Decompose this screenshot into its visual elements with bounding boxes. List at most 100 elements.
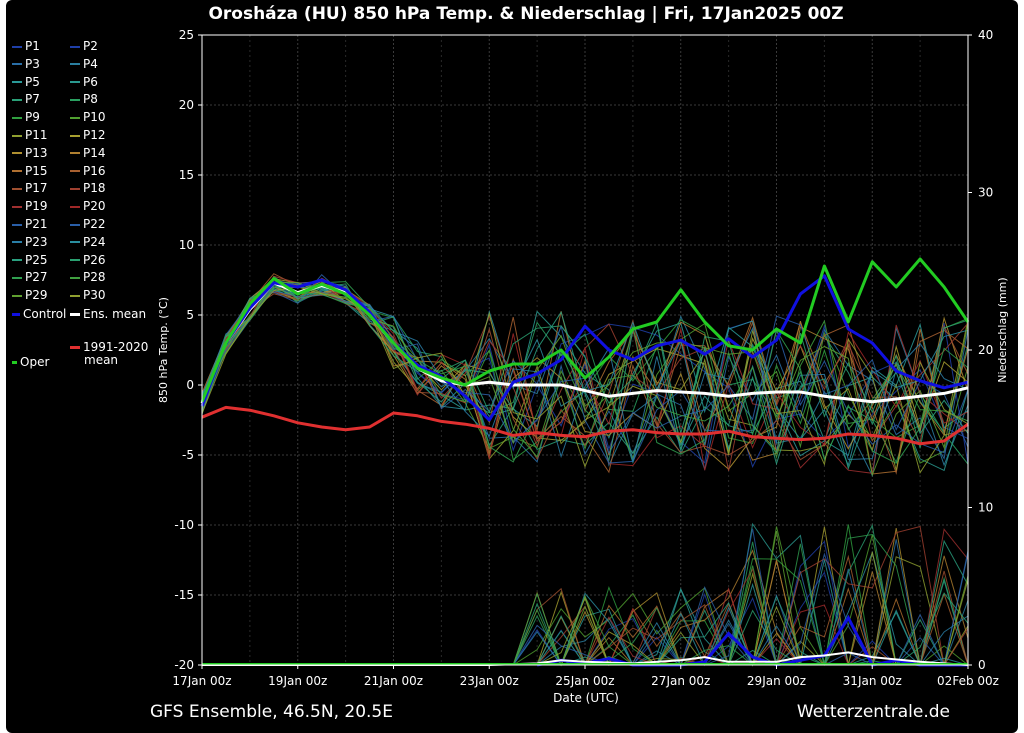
legend-label: P12: [83, 128, 106, 142]
legend-item-p26: P26: [70, 253, 106, 267]
ensemble-member-line: [201, 286, 969, 471]
x-tick-label: 31Jan 00z: [843, 674, 902, 688]
legend-label: P10: [83, 110, 106, 125]
legend-swatch: [12, 241, 22, 244]
legend-swatch: [70, 170, 80, 173]
plot-border: [201, 34, 969, 666]
legend-label: P3: [25, 56, 40, 71]
legend-label: P2: [83, 39, 98, 53]
footer-site: Wetterzentrale.de: [797, 702, 950, 722]
y2-tick-label: 40: [978, 28, 993, 42]
legend-label: P4: [83, 56, 98, 71]
legend-label: P8: [83, 92, 98, 107]
precip-line-control: [536, 614, 968, 667]
legend-item-p16: P16: [70, 164, 106, 178]
legend-item-p18: P18: [70, 181, 106, 195]
y2-tick-label: 0: [978, 658, 986, 672]
legend-item-p3: P3: [12, 57, 40, 71]
legend-swatch: [12, 116, 22, 119]
legend-item-p14: P14: [70, 146, 106, 160]
legend-swatch: [70, 276, 80, 279]
x-tick-label: 29Jan 00z: [747, 674, 806, 688]
legend-swatch: [12, 361, 17, 364]
legend-item-p21: P21: [12, 217, 48, 231]
legend-label: Oper: [20, 355, 50, 369]
legend-label: Control: [23, 307, 67, 321]
legend-item-p25: P25: [12, 253, 48, 267]
legend-item-p1: P1: [12, 39, 40, 53]
legend-swatch: [12, 223, 22, 226]
x-axis-label: Date (UTC): [553, 691, 619, 705]
y-tick-label: 15: [179, 168, 194, 182]
legend-swatch: [12, 81, 22, 84]
x-tick-label: 25Jan 00z: [555, 674, 614, 688]
y-tick-label: 5: [186, 308, 194, 322]
y-tick-label: 10: [179, 238, 194, 252]
legend-swatch: [70, 98, 80, 101]
legend-item-p10: P10: [70, 110, 106, 124]
legend-swatch: [12, 152, 22, 155]
chart-title: Orosháza (HU) 850 hPa Temp. & Niederschl…: [208, 4, 843, 24]
y-tick-label: 25: [179, 28, 194, 42]
legend-label: P18: [83, 181, 106, 196]
legend-item-p6: P6: [70, 75, 98, 89]
legend-clim-line2: mean: [84, 353, 118, 367]
legend-swatch: [12, 63, 22, 66]
legend-label: P6: [83, 74, 98, 89]
y-tick-label: -10: [174, 518, 194, 532]
y2-axis-label: Niederschlag (mm): [996, 277, 1009, 382]
series-line-oper: [200, 257, 970, 403]
legend-item-p17: P17: [12, 181, 48, 195]
y-tick-label: 20: [179, 98, 194, 112]
legend-item-p11: P11: [12, 128, 48, 142]
legend-swatch: [70, 134, 80, 137]
y-tick-label: -20: [174, 658, 194, 672]
legend-label: P9: [25, 110, 40, 125]
legend-item-p22: P22: [70, 217, 106, 231]
series-line-1991-2020-mean: [201, 405, 969, 446]
y2-tick-label: 30: [978, 186, 993, 200]
precip-line-ens-mean: [202, 651, 969, 666]
ensemble-member-line: [201, 281, 969, 477]
legend-swatch: [70, 63, 80, 66]
legend-oper: Oper: [12, 355, 49, 369]
legend-label: P29: [25, 288, 48, 303]
legend-ens-mean: Ens. mean: [70, 307, 146, 321]
legend-swatch: [70, 205, 80, 208]
ensemble-member-line: [201, 286, 969, 460]
legend-swatch: [70, 259, 80, 262]
legend-item-p29: P29: [12, 288, 48, 302]
x-tick-label: 23Jan 00z: [460, 674, 519, 688]
legend-item-p20: P20: [70, 199, 106, 213]
legend-label: P5: [25, 74, 40, 89]
legend-label: P23: [25, 234, 48, 249]
y-axis-label: 850 hPa Temp. (°C): [157, 297, 170, 403]
legend-label: 1991-2020: [83, 340, 149, 354]
series-line-control: [200, 274, 969, 422]
legend-swatch: [70, 313, 80, 316]
legend-item-p27: P27: [12, 270, 48, 284]
chart-frame: Orosháza (HU) 850 hPa Temp. & Niederschl…: [6, 0, 1018, 733]
legend-swatch: [12, 98, 22, 101]
x-tick-label: 19Jan 00z: [268, 674, 327, 688]
legend-label: P11: [25, 128, 48, 142]
x-tick-label: 27Jan 00z: [651, 674, 710, 688]
y-axis-right: 40 30 20 10 0: [968, 28, 993, 672]
x-tick-label: 17Jan 00z: [172, 674, 231, 688]
y2-tick-label: 20: [978, 343, 993, 357]
y2-tick-label: 10: [978, 501, 993, 515]
legend-item-p2: P2: [70, 39, 98, 53]
x-axis: 17Jan 00z 19Jan 00z 21Jan 00z 23Jan 00z 25Ja…: [172, 665, 999, 688]
legend-label: P14: [83, 145, 106, 160]
legend-swatch: [70, 241, 80, 244]
y-tick-label: 0: [186, 378, 194, 392]
legend-swatch: [12, 45, 22, 48]
footer-source: GFS Ensemble, 46.5N, 20.5E: [150, 702, 393, 722]
legend-label: P24: [83, 234, 106, 249]
legend-swatch: [12, 259, 22, 262]
legend-item-p24: P24: [70, 235, 106, 249]
x-tick-label: 21Jan 00z: [364, 674, 423, 688]
legend-label: P1: [25, 39, 40, 53]
legend-item-p4: P4: [70, 57, 98, 71]
legend-control: Control: [12, 307, 66, 321]
